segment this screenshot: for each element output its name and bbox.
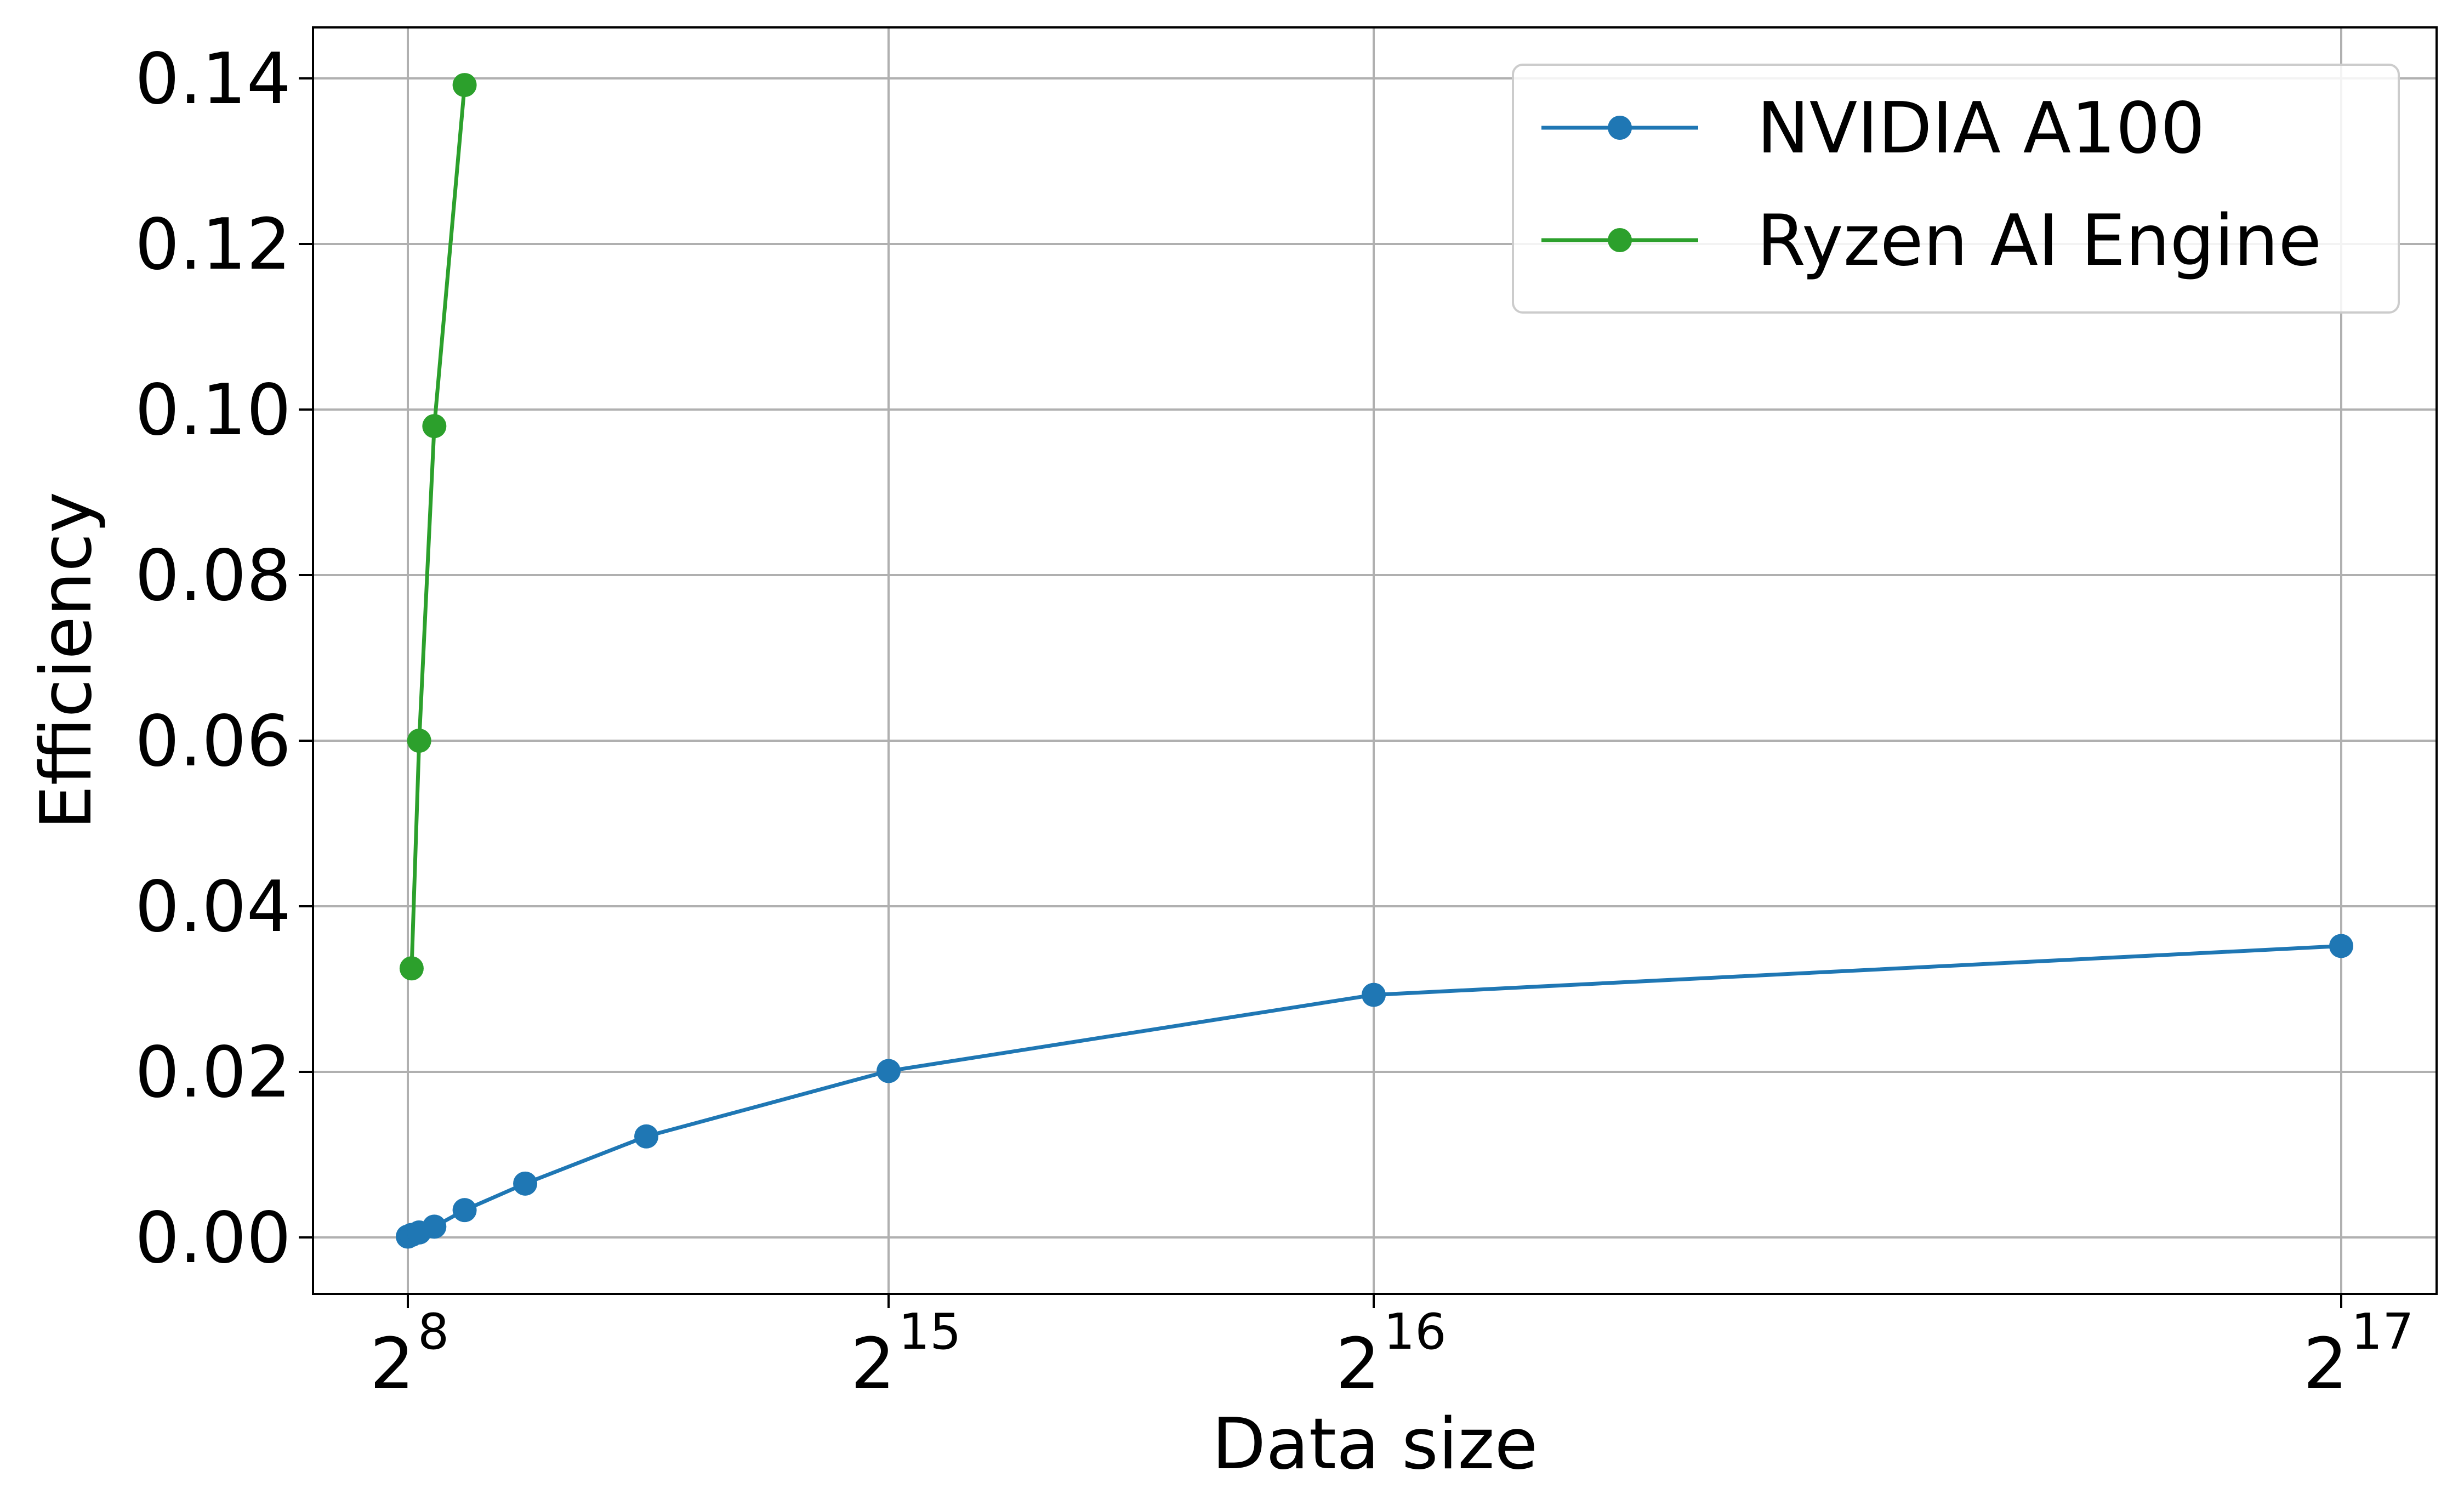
legend-marker xyxy=(1608,116,1632,140)
y-tick-label: 0.06 xyxy=(135,701,291,782)
data-point xyxy=(452,73,477,98)
legend: NVIDIA A100 Ryzen AI Engine xyxy=(1512,64,2400,314)
data-point xyxy=(422,1214,447,1239)
plot-series xyxy=(396,73,2353,1249)
x-tick-base: 2 xyxy=(2303,1323,2348,1405)
data-point xyxy=(452,1198,477,1223)
legend-marker xyxy=(1608,228,1632,252)
y-tick-label: 0.14 xyxy=(135,38,291,120)
y-tick-label: 0.02 xyxy=(135,1032,291,1114)
y-tick-label: 0.10 xyxy=(135,370,291,451)
x-tick-label: 2 16 xyxy=(1336,1303,1447,1405)
y-tick-label: 0.12 xyxy=(135,204,291,286)
y-axis-label: Efficiency xyxy=(26,492,107,830)
y-tick-label: 0.00 xyxy=(135,1197,291,1279)
legend-box xyxy=(1512,64,2400,314)
legend-entry: NVIDIA A100 xyxy=(1541,88,2205,169)
x-tick-exponent: 15 xyxy=(898,1303,961,1361)
x-tick-base: 2 xyxy=(1336,1323,1380,1405)
y-tick-label: 0.04 xyxy=(135,866,291,948)
data-point xyxy=(1362,982,1386,1007)
legend-entry: Ryzen AI Engine xyxy=(1541,200,2321,282)
x-tick-exponent: 16 xyxy=(1384,1303,1447,1361)
data-point xyxy=(634,1124,659,1149)
data-point xyxy=(877,1059,901,1083)
y-tick-label: 0.08 xyxy=(135,535,291,617)
x-tick-exponent: 8 xyxy=(418,1303,449,1361)
x-tick-base: 2 xyxy=(370,1323,414,1405)
legend-label: Ryzen AI Engine xyxy=(1757,200,2321,282)
axis-ticks: 0.000.020.040.060.080.100.120.142 8 2 15 2 16… xyxy=(135,38,2414,1405)
data-point xyxy=(513,1171,538,1196)
x-axis-label: Data size xyxy=(1212,1404,1538,1485)
data-point xyxy=(407,729,431,753)
x-tick-exponent: 17 xyxy=(2351,1303,2414,1361)
x-tick-base: 2 xyxy=(851,1323,895,1405)
data-point xyxy=(399,956,424,981)
data-point xyxy=(2329,934,2353,958)
legend-label: NVIDIA A100 xyxy=(1757,88,2205,169)
series-line-1 xyxy=(409,84,467,969)
data-point xyxy=(422,414,447,439)
x-tick-label: 2 15 xyxy=(851,1303,961,1405)
x-tick-label: 2 17 xyxy=(2303,1303,2414,1405)
